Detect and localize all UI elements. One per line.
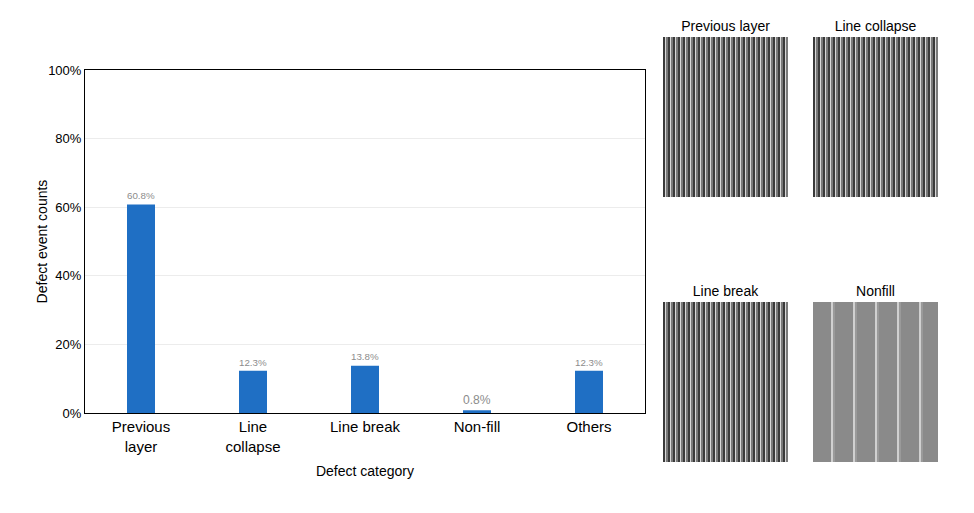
- svg-text:100%: 100%: [48, 63, 82, 78]
- svg-text:0.8%: 0.8%: [463, 393, 491, 407]
- html-text:Line break: Line break: [692, 283, 759, 299]
- svg-text:80%: 80%: [55, 131, 81, 146]
- html-text:Previous layer: Previous layer: [681, 18, 770, 34]
- svg-text:Others: Others: [566, 418, 611, 435]
- svg-text:20%: 20%: [55, 337, 81, 352]
- svg-text:13.8%: 13.8%: [351, 351, 379, 362]
- svg-text:12.3%: 12.3%: [239, 357, 267, 368]
- svg-text:12.3%: 12.3%: [575, 357, 603, 368]
- html-text:Nonfill: Nonfill: [856, 283, 895, 299]
- svg-text:40%: 40%: [55, 268, 81, 283]
- svg-text:Linecollapse: Linecollapse: [225, 418, 280, 455]
- html-text:Line collapse: Line collapse: [834, 18, 917, 34]
- svg-text:Defect event counts: Defect event counts: [34, 180, 50, 304]
- svg-text:Line break: Line break: [330, 418, 401, 435]
- svg-text:Previouslayer: Previouslayer: [112, 418, 170, 455]
- svg-text:Non-fill: Non-fill: [454, 418, 501, 435]
- svg-text:60.8%: 60.8%: [127, 190, 155, 201]
- svg-text:Defect category: Defect category: [316, 463, 414, 479]
- svg-text:60%: 60%: [55, 200, 81, 215]
- svg-text:0%: 0%: [63, 406, 82, 421]
